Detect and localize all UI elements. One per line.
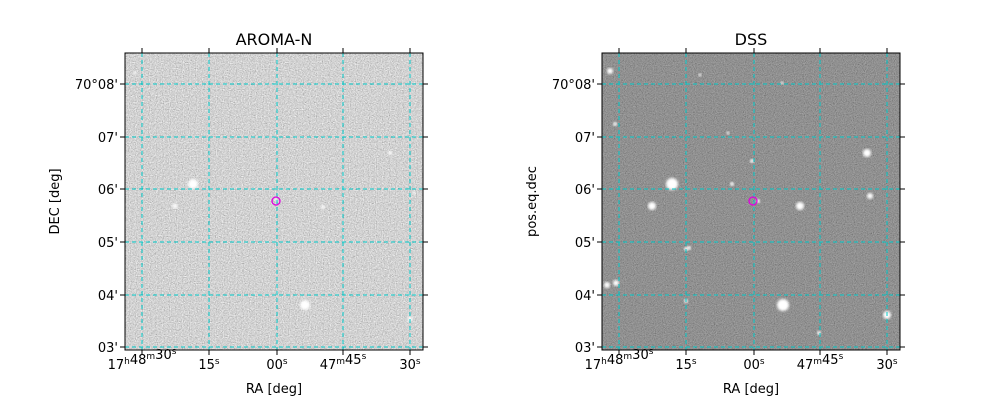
star [321, 205, 325, 209]
y-tick-label: 06' [98, 183, 118, 198]
x-tick-label: 17h48m30s [585, 347, 654, 373]
star [133, 71, 137, 75]
star [613, 122, 617, 126]
panel [125, 53, 423, 350]
star [780, 81, 784, 85]
y-axis-label: DEC [deg] [48, 168, 63, 234]
sky-image [125, 53, 423, 350]
axes-frame [124, 52, 424, 351]
star [188, 179, 198, 189]
y-tick-label: 05' [575, 236, 595, 251]
star [796, 202, 804, 210]
star [300, 300, 310, 310]
star [172, 203, 178, 209]
y-axis-label: pos.eq.dec [525, 166, 540, 237]
star [412, 191, 416, 195]
x-tick-label: 15s [675, 357, 697, 373]
panel [602, 53, 900, 350]
panel-title: DSS [735, 30, 768, 49]
star [863, 149, 871, 157]
x-tick-label: 30s [876, 357, 898, 373]
star [604, 282, 610, 288]
star [388, 151, 392, 155]
x-axis-label: RA [deg] [723, 382, 779, 397]
y-tick-label: 03' [98, 341, 118, 356]
y-tick-label: 07' [575, 131, 595, 146]
x-tick-label: 17h48m30s [108, 347, 177, 373]
star [613, 280, 619, 286]
x-tick-label: 15s [198, 357, 220, 373]
target-marker [271, 196, 281, 206]
axes-frame [601, 52, 901, 351]
star [648, 202, 656, 210]
x-tick-label: 47m45s [320, 352, 367, 373]
y-tick-label: 07' [98, 131, 118, 146]
panel-title: AROMA-N [236, 30, 313, 49]
y-tick-label: 03' [575, 341, 595, 356]
y-tick-label: 06' [575, 183, 595, 198]
sky-image [602, 53, 900, 350]
x-tick-label: 00s [266, 357, 288, 373]
y-tick-label: 04' [98, 289, 118, 304]
x-tick-label: 00s [743, 357, 765, 373]
star [698, 73, 702, 77]
y-tick-label: 70°08' [552, 78, 595, 93]
y-tick-label: 70°08' [75, 78, 118, 93]
star [777, 299, 789, 311]
x-axis-label: RA [deg] [246, 382, 302, 397]
star [750, 159, 754, 163]
y-tick-label: 05' [98, 236, 118, 251]
star [607, 68, 613, 74]
star [730, 182, 734, 186]
star [666, 178, 678, 190]
x-tick-label: 47m45s [797, 352, 844, 373]
y-tick-label: 04' [575, 289, 595, 304]
star [726, 131, 730, 135]
star [867, 193, 873, 199]
target-marker [748, 196, 758, 206]
x-tick-label: 30s [399, 357, 421, 373]
